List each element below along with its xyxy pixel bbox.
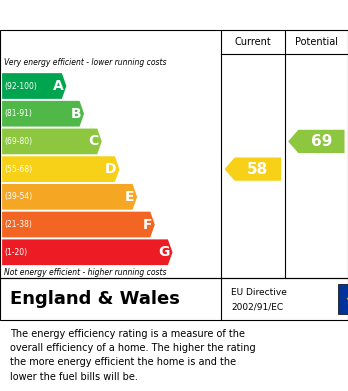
Text: 58: 58 bbox=[247, 161, 269, 177]
Text: B: B bbox=[71, 107, 81, 121]
Text: England & Wales: England & Wales bbox=[10, 290, 180, 308]
Text: (69-80): (69-80) bbox=[4, 137, 32, 146]
Text: (92-100): (92-100) bbox=[4, 81, 37, 90]
Text: E: E bbox=[125, 190, 134, 204]
Text: D: D bbox=[105, 162, 117, 176]
Text: F: F bbox=[143, 217, 152, 231]
Text: Current: Current bbox=[235, 37, 271, 47]
Text: Very energy efficient - lower running costs: Very energy efficient - lower running co… bbox=[4, 58, 167, 67]
Text: (81-91): (81-91) bbox=[4, 109, 32, 118]
Text: Potential: Potential bbox=[295, 37, 338, 47]
Polygon shape bbox=[224, 158, 281, 181]
Text: (55-68): (55-68) bbox=[4, 165, 32, 174]
Polygon shape bbox=[288, 130, 345, 153]
Polygon shape bbox=[2, 101, 84, 127]
FancyBboxPatch shape bbox=[338, 284, 348, 314]
Text: 2002/91/EC: 2002/91/EC bbox=[231, 302, 284, 311]
Text: (39-54): (39-54) bbox=[4, 192, 32, 201]
Text: Not energy efficient - higher running costs: Not energy efficient - higher running co… bbox=[4, 268, 167, 277]
Polygon shape bbox=[2, 129, 102, 154]
Text: G: G bbox=[158, 245, 170, 259]
Polygon shape bbox=[2, 73, 66, 99]
Text: (21-38): (21-38) bbox=[4, 220, 32, 229]
Text: EU Directive: EU Directive bbox=[231, 288, 287, 297]
Polygon shape bbox=[2, 184, 137, 210]
Text: The energy efficiency rating is a measure of the
overall efficiency of a home. T: The energy efficiency rating is a measur… bbox=[10, 328, 256, 382]
Text: 69: 69 bbox=[311, 134, 332, 149]
Text: C: C bbox=[89, 135, 99, 149]
Text: (1-20): (1-20) bbox=[4, 248, 27, 257]
Polygon shape bbox=[2, 212, 155, 237]
Text: ★: ★ bbox=[346, 297, 348, 301]
Text: A: A bbox=[53, 79, 64, 93]
Text: Energy Efficiency Rating: Energy Efficiency Rating bbox=[10, 8, 220, 23]
Polygon shape bbox=[2, 156, 119, 182]
Polygon shape bbox=[2, 239, 173, 265]
